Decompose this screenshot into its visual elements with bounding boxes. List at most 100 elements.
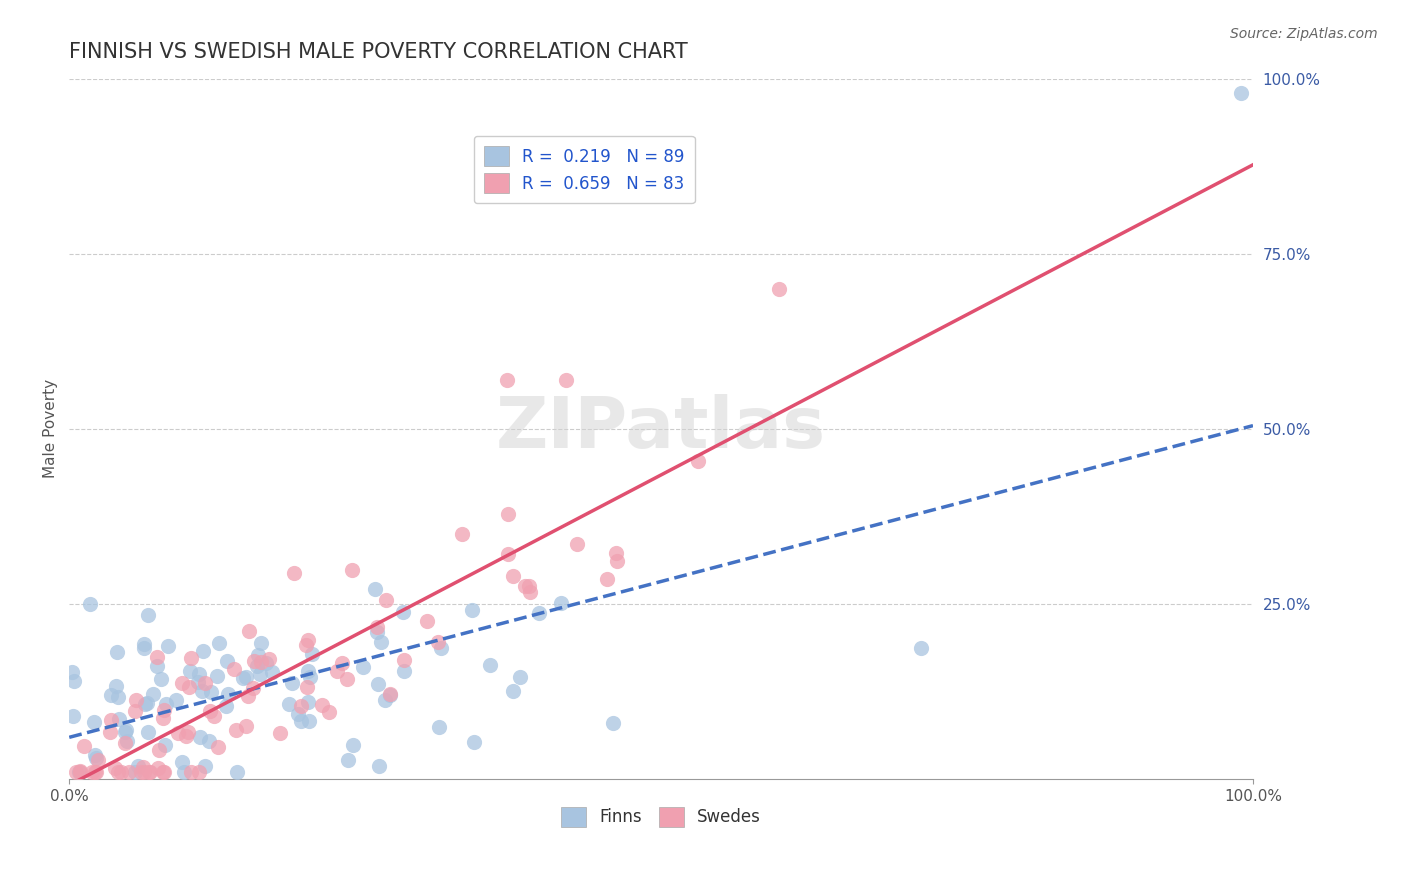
Point bbox=[152, 764, 174, 779]
Point bbox=[132, 637, 155, 651]
Point bbox=[82, 764, 104, 779]
Point bbox=[200, 685, 222, 699]
Point bbox=[269, 725, 291, 739]
Point bbox=[190, 731, 212, 745]
Point bbox=[107, 712, 129, 726]
Point bbox=[152, 711, 174, 725]
Point bbox=[290, 714, 312, 728]
Point bbox=[177, 724, 200, 739]
Point bbox=[287, 706, 309, 721]
Point bbox=[155, 698, 177, 712]
Point bbox=[352, 659, 374, 673]
Point bbox=[129, 764, 152, 779]
Point bbox=[110, 764, 132, 779]
Point bbox=[200, 704, 222, 718]
Point bbox=[367, 677, 389, 691]
Point bbox=[326, 664, 349, 678]
Point bbox=[301, 648, 323, 662]
Point bbox=[115, 734, 138, 748]
Point bbox=[337, 753, 360, 767]
Point bbox=[246, 658, 269, 673]
Point bbox=[224, 662, 246, 676]
Point bbox=[187, 764, 209, 779]
Point bbox=[768, 282, 790, 296]
Point bbox=[150, 672, 173, 686]
Point bbox=[249, 636, 271, 650]
Point bbox=[136, 725, 159, 739]
Point bbox=[114, 725, 136, 739]
Point bbox=[62, 665, 84, 680]
Point bbox=[416, 614, 439, 628]
Point bbox=[550, 596, 572, 610]
Point bbox=[479, 657, 502, 672]
Point bbox=[188, 667, 211, 681]
Point bbox=[114, 736, 136, 750]
Point bbox=[132, 640, 155, 655]
Point bbox=[146, 650, 169, 665]
Point bbox=[215, 654, 238, 668]
Point bbox=[115, 723, 138, 737]
Point bbox=[87, 753, 110, 767]
Point bbox=[65, 764, 87, 779]
Point bbox=[107, 764, 129, 779]
Point bbox=[1230, 86, 1253, 100]
Point bbox=[118, 764, 141, 779]
Point bbox=[107, 690, 129, 705]
Point bbox=[136, 608, 159, 623]
Point bbox=[460, 603, 482, 617]
Point bbox=[519, 585, 541, 599]
Point bbox=[73, 739, 96, 753]
Point bbox=[332, 656, 354, 670]
Point bbox=[174, 729, 197, 743]
Point bbox=[281, 676, 304, 690]
Point bbox=[170, 675, 193, 690]
Point bbox=[138, 764, 160, 779]
Point bbox=[208, 636, 231, 650]
Text: Source: ZipAtlas.com: Source: ZipAtlas.com bbox=[1230, 27, 1378, 41]
Point bbox=[194, 759, 217, 773]
Point bbox=[278, 698, 301, 712]
Point bbox=[127, 758, 149, 772]
Point bbox=[450, 527, 472, 541]
Point bbox=[139, 764, 162, 779]
Point bbox=[605, 546, 627, 560]
Point bbox=[226, 764, 249, 779]
Point bbox=[602, 715, 624, 730]
Point bbox=[217, 687, 239, 701]
Point bbox=[378, 688, 401, 702]
Point bbox=[177, 680, 200, 694]
Point bbox=[165, 693, 187, 707]
Point bbox=[67, 764, 90, 779]
Point bbox=[69, 764, 91, 779]
Point bbox=[311, 698, 333, 712]
Point bbox=[145, 658, 167, 673]
Point bbox=[191, 644, 214, 658]
Point bbox=[367, 759, 389, 773]
Point bbox=[370, 635, 392, 649]
Point bbox=[198, 734, 221, 748]
Point bbox=[299, 670, 322, 684]
Point bbox=[84, 748, 107, 763]
Point bbox=[100, 714, 122, 728]
Point bbox=[148, 742, 170, 756]
Point bbox=[366, 625, 388, 640]
Legend: Finns, Swedes: Finns, Swedes bbox=[554, 800, 768, 834]
Point bbox=[124, 704, 146, 718]
Point bbox=[235, 670, 257, 684]
Point bbox=[84, 764, 107, 779]
Point bbox=[152, 764, 174, 779]
Point bbox=[142, 687, 165, 701]
Point bbox=[257, 652, 280, 666]
Point bbox=[527, 607, 550, 621]
Point bbox=[496, 373, 519, 387]
Point bbox=[430, 640, 453, 655]
Point bbox=[247, 648, 270, 662]
Point bbox=[180, 764, 202, 779]
Point bbox=[394, 653, 416, 667]
Point bbox=[100, 688, 122, 702]
Point bbox=[205, 669, 228, 683]
Point bbox=[202, 708, 225, 723]
Point bbox=[249, 667, 271, 681]
Point bbox=[254, 656, 277, 670]
Point bbox=[374, 593, 396, 607]
